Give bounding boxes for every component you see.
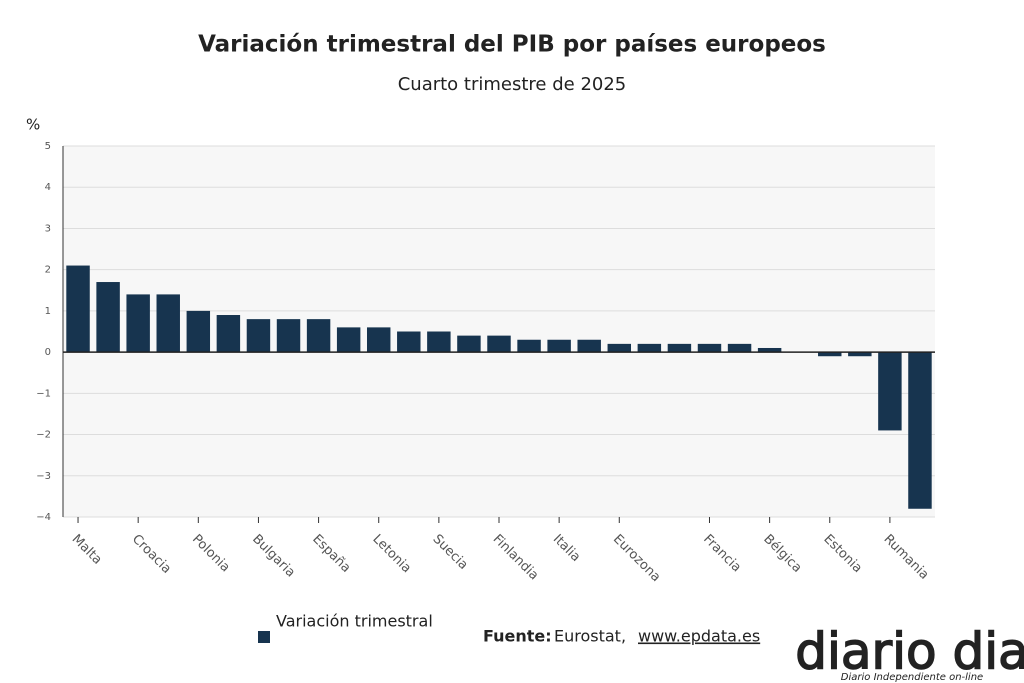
x-tick-label: Letonia xyxy=(369,532,413,576)
bar xyxy=(457,335,481,353)
bar xyxy=(697,343,722,353)
bar xyxy=(818,352,842,357)
bar xyxy=(517,339,541,353)
bar xyxy=(216,315,241,353)
bar xyxy=(637,343,662,353)
x-tick-label: Rumania xyxy=(881,532,932,583)
bar xyxy=(878,352,902,431)
y-tick-label: −1 xyxy=(36,388,51,399)
y-tick-label: 5 xyxy=(45,141,51,152)
bar xyxy=(66,265,90,353)
x-tick-label: Polonia xyxy=(189,532,233,576)
x-tick-label: Eurozona xyxy=(610,532,663,585)
x-tick-label: Estonia xyxy=(820,532,864,576)
bar xyxy=(908,352,932,509)
x-tick-label: Italia xyxy=(550,532,583,565)
bar xyxy=(757,347,782,353)
bar xyxy=(848,352,872,357)
bar xyxy=(667,343,692,353)
source-label: Fuente: xyxy=(483,627,552,646)
y-tick-label: 1 xyxy=(45,306,51,317)
chart-title: Variación trimestral del PIB por países … xyxy=(198,32,826,58)
bar xyxy=(276,319,301,353)
y-axis-label: % xyxy=(26,116,40,134)
bar xyxy=(186,310,211,353)
y-tick-label: 4 xyxy=(45,182,51,193)
x-tick-label: Bélgica xyxy=(760,532,804,576)
bar xyxy=(607,343,632,353)
legend-swatch xyxy=(258,631,270,643)
bar xyxy=(547,339,571,353)
bar xyxy=(427,331,451,353)
x-tick-label: Bulgaria xyxy=(249,532,298,581)
bar xyxy=(577,339,601,353)
y-tick-label: 2 xyxy=(45,265,51,276)
y-tick-label: 0 xyxy=(45,347,51,358)
x-tick-label: Francia xyxy=(700,532,744,576)
bar xyxy=(126,294,150,353)
y-tick-label: −3 xyxy=(36,471,51,482)
logo-tagline: Diario Independiente on-line xyxy=(841,672,983,683)
x-tick-label: Suecia xyxy=(430,532,471,573)
x-tick-label: Malta xyxy=(69,532,105,568)
y-tick-label: 3 xyxy=(45,223,51,234)
bar xyxy=(366,327,391,353)
chart-subtitle: Cuarto trimestre de 2025 xyxy=(398,74,627,95)
source-link[interactable]: www.epdata.es xyxy=(638,627,760,646)
x-tick-label: Croacia xyxy=(129,532,174,577)
y-tick-label: −4 xyxy=(36,512,51,523)
x-tick-label: España xyxy=(309,532,353,576)
x-tick-label: Finlandia xyxy=(490,532,542,584)
logo: diario dia xyxy=(795,623,1024,681)
y-tick-label: −2 xyxy=(36,430,51,441)
bar xyxy=(246,319,271,353)
bar xyxy=(306,319,331,353)
legend-label: Variación trimestral xyxy=(276,612,433,631)
bar xyxy=(96,282,120,353)
bar xyxy=(156,294,180,353)
bar xyxy=(336,327,361,353)
bar xyxy=(727,343,752,353)
bar xyxy=(397,331,421,353)
bar xyxy=(487,335,511,353)
source: Eurostat, xyxy=(554,627,626,646)
